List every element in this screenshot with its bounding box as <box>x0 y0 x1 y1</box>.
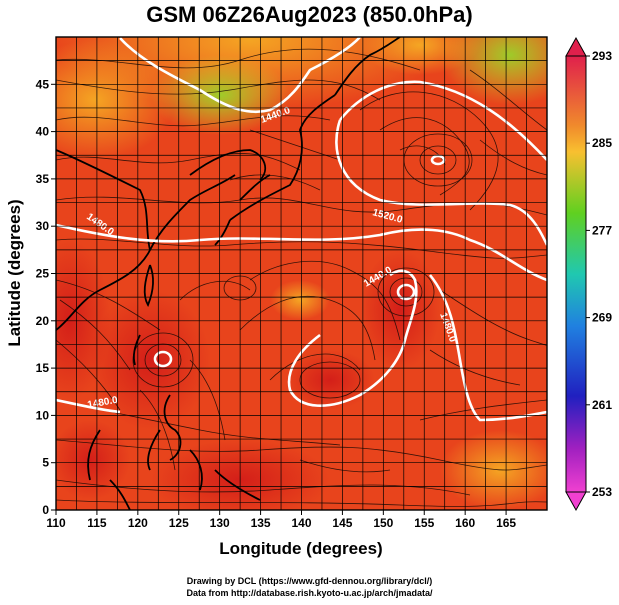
y-tick-label: 10 <box>36 408 50 422</box>
x-tick-label: 115 <box>87 516 107 530</box>
y-tick-label: 5 <box>42 456 49 470</box>
colorbar-label: 293 <box>592 49 612 63</box>
colorbar-top-arrow <box>565 36 587 57</box>
y-axis-label: Latitude (degrees) <box>5 199 24 346</box>
colorbar-scale <box>565 55 587 493</box>
x-tick-label: 150 <box>373 516 393 530</box>
y-tick-label: 30 <box>36 219 50 233</box>
wind-streamlines <box>56 48 547 507</box>
x-axis-label: Longitude (degrees) <box>219 539 382 558</box>
credit-data: Data from http://database.rish.kyoto-u.a… <box>186 588 433 598</box>
x-tick-label: 120 <box>128 516 148 530</box>
map-title: GSM 06Z26Aug2023 (850.0hPa) <box>146 2 473 27</box>
colorbar-label: 261 <box>592 398 612 412</box>
contour-label: 1480.0 <box>87 395 119 411</box>
x-tick-label: 140 <box>291 516 311 530</box>
longitude-ticks: 110 115 120 125 130 135 140 145 150 155 160 165 <box>46 510 516 530</box>
temperature-field <box>56 37 547 510</box>
credit-drawing: Drawing by DCL (https://www.gfd-dennou.o… <box>186 576 433 586</box>
colorbar-label: 285 <box>592 136 612 150</box>
y-tick-label: 0 <box>42 503 49 517</box>
x-tick-label: 130 <box>210 516 230 530</box>
colorbar-label: 269 <box>592 311 612 325</box>
y-tick-label: 45 <box>36 77 50 91</box>
colorbar-bottom-arrow <box>565 491 587 512</box>
y-tick-label: 20 <box>36 314 50 328</box>
y-tick-label: 40 <box>36 125 50 139</box>
y-tick-label: 35 <box>36 172 50 186</box>
x-tick-label: 125 <box>169 516 189 530</box>
x-tick-label: 165 <box>496 516 516 530</box>
colorbar-label: 253 <box>592 485 612 499</box>
colorbar-label: 277 <box>592 223 612 237</box>
x-tick-label: 110 <box>46 516 66 530</box>
y-tick-label: 25 <box>36 267 50 281</box>
x-tick-label: 145 <box>332 516 352 530</box>
x-tick-label: 155 <box>414 516 434 530</box>
latitude-ticks: 0 5 10 15 20 25 30 35 40 45 <box>36 77 56 517</box>
x-tick-label: 160 <box>455 516 475 530</box>
coastlines <box>56 37 401 510</box>
map-grid <box>55 36 548 511</box>
x-tick-label: 135 <box>251 516 271 530</box>
credits: Drawing by DCL (https://www.gfd-dennou.o… <box>0 575 619 599</box>
y-tick-label: 15 <box>36 361 50 375</box>
colorbar: 293 285 277 269 261 253 <box>565 36 612 512</box>
